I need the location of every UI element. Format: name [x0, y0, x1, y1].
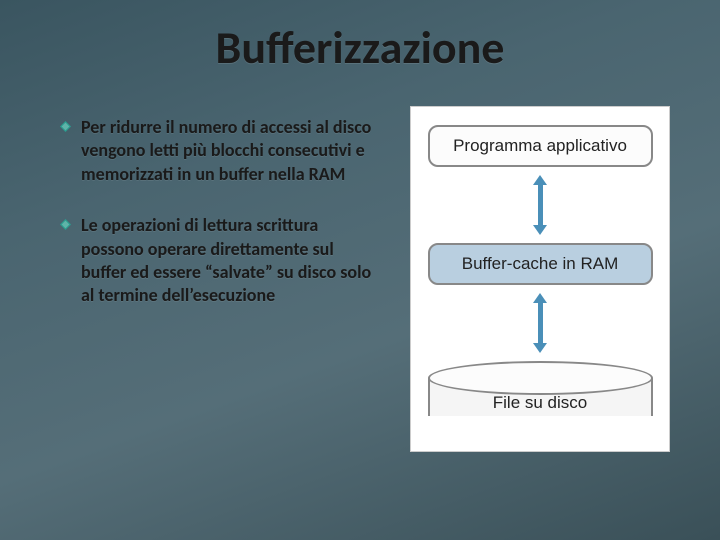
cylinder-label: File su disco: [428, 393, 653, 413]
diamond-icon: [60, 219, 71, 230]
slide-title: Bufferizzazione: [0, 0, 720, 76]
box-label: Programma applicativo: [453, 136, 627, 156]
box-label: Buffer-cache in RAM: [462, 254, 619, 274]
content-area: Per ridurre il numero di accessi al disc…: [0, 76, 720, 452]
bullet-text: Per ridurre il numero di accessi al disc…: [81, 116, 380, 186]
double-arrow-icon: [533, 293, 547, 353]
diagram-panel: Programma applicativo Buffer-cache in RA…: [410, 106, 670, 452]
list-item: Le operazioni di lettura scrittura posso…: [60, 214, 380, 308]
double-arrow-icon: [533, 175, 547, 235]
diamond-icon: [60, 121, 71, 132]
diagram-cylinder-disk: File su disco: [428, 361, 653, 433]
bullet-list: Per ridurre il numero di accessi al disc…: [60, 106, 380, 452]
bullet-text: Le operazioni di lettura scrittura posso…: [81, 214, 380, 308]
diagram-box-buffer: Buffer-cache in RAM: [428, 243, 653, 285]
diagram: Programma applicativo Buffer-cache in RA…: [410, 106, 670, 452]
list-item: Per ridurre il numero di accessi al disc…: [60, 116, 380, 186]
diagram-box-app: Programma applicativo: [428, 125, 653, 167]
